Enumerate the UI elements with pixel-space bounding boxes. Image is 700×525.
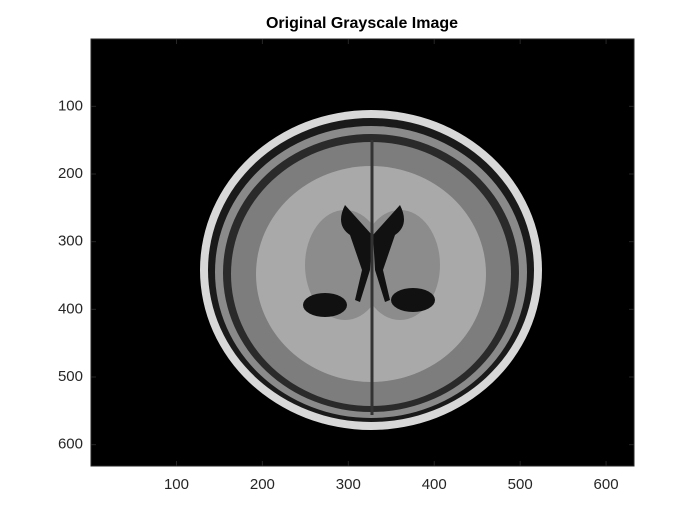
ventricle-horn-left [303,293,347,317]
y-tick-label: 400 [58,300,83,317]
ventricle-left [341,205,372,302]
x-tick-label: 300 [336,476,361,493]
x-tick-label: 500 [508,476,533,493]
axes: 100 200 300 400 500 600 100 200 300 400 500 600 [58,39,634,493]
ventricle-right [373,205,404,302]
y-tick-label: 600 [58,436,83,453]
x-tick-label: 100 [164,476,189,493]
x-tick-label: 600 [594,476,619,493]
x-tick-label: 400 [422,476,447,493]
y-tick-label: 200 [58,165,83,182]
mri-image [200,110,542,430]
y-tick-label: 300 [58,233,83,250]
ventricle-horn-right [391,288,435,312]
chart-title: Original Grayscale Image [266,15,458,32]
y-tick-label: 100 [58,97,83,114]
axes-box [90,38,635,467]
y-tick-label: 500 [58,368,83,385]
x-tick-label: 200 [250,476,275,493]
